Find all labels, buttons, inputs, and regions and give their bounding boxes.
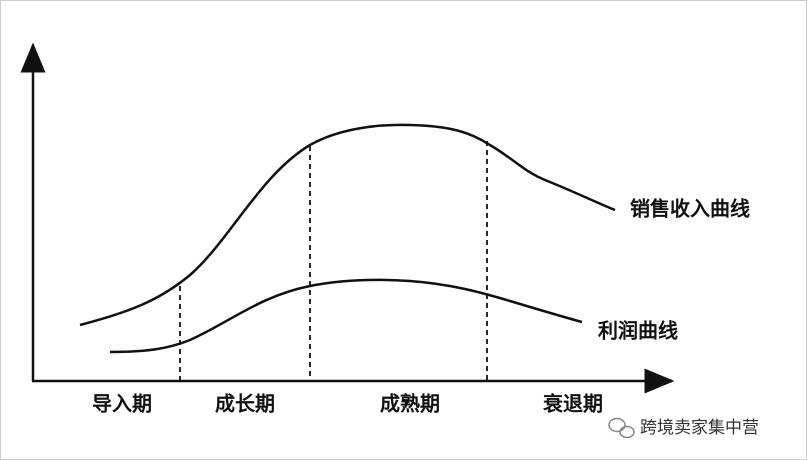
stage-label: 成熟期 [380,392,440,416]
sales-curve [79,123,616,327]
stage-label: 成长期 [215,392,275,416]
curve-label: 利润曲线 [598,319,678,343]
profit-curve [109,278,583,354]
watermark: 跨境卖家集中营 [640,418,759,438]
watermark-icon [608,417,635,439]
curve-label: 销售收入曲线 [630,197,750,221]
stage-label: 衰退期 [542,392,603,416]
stage-label: 导入期 [92,392,152,416]
